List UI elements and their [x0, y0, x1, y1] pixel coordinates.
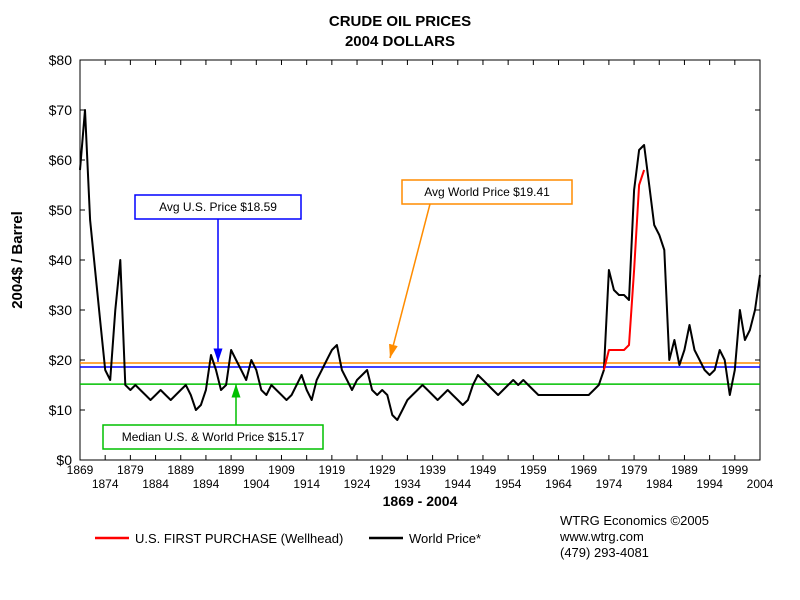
x-tick-label-major: 1979 [621, 463, 648, 477]
x-tick-label-minor: 1964 [545, 477, 572, 491]
x-tick-label-minor: 1974 [596, 477, 623, 491]
x-tick-label-major: 1909 [268, 463, 295, 477]
x-tick-label-minor: 1954 [495, 477, 522, 491]
chart-title-line1: CRUDE OIL PRICES [329, 13, 471, 30]
x-tick-label-major: 1869 [67, 463, 94, 477]
crude-oil-prices-chart: CRUDE OIL PRICES2004 DOLLARS$0$10$20$30$… [0, 0, 800, 600]
x-tick-label-major: 1959 [520, 463, 547, 477]
x-tick-label-minor: 1994 [696, 477, 723, 491]
legend-world-price-label: World Price* [409, 531, 481, 546]
x-tick-label-minor: 2004 [747, 477, 774, 491]
x-tick-label-minor: 1944 [444, 477, 471, 491]
x-tick-label-major: 1899 [218, 463, 245, 477]
y-tick-label: $60 [49, 152, 73, 168]
x-tick-label-minor: 1914 [293, 477, 320, 491]
x-tick-label-major: 1969 [570, 463, 597, 477]
x-tick-label-minor: 1894 [193, 477, 220, 491]
legend-us-first-purchase-label: U.S. FIRST PURCHASE (Wellhead) [135, 531, 343, 546]
y-tick-label: $70 [49, 102, 73, 118]
y-axis-label: 2004$ / Barrel [9, 211, 26, 309]
y-tick-label: $40 [49, 252, 73, 268]
x-tick-label-major: 1989 [671, 463, 698, 477]
y-tick-label: $50 [49, 202, 73, 218]
x-tick-label-minor: 1884 [142, 477, 169, 491]
y-tick-label: $30 [49, 302, 73, 318]
x-tick-label-major: 1999 [721, 463, 748, 477]
x-tick-label-major: 1949 [470, 463, 497, 477]
footer-line-1: www.wtrg.com [559, 529, 644, 544]
median-price-annotation-text: Median U.S. & World Price $15.17 [122, 430, 305, 444]
x-tick-label-major: 1879 [117, 463, 144, 477]
x-tick-label-major: 1929 [369, 463, 396, 477]
x-tick-label-minor: 1874 [92, 477, 119, 491]
x-tick-label-minor: 1934 [394, 477, 421, 491]
avg-world-price-annotation-text: Avg World Price $19.41 [424, 185, 550, 199]
footer-line-2: (479) 293-4081 [560, 545, 649, 560]
y-tick-label: $10 [49, 402, 73, 418]
y-tick-label: $20 [49, 352, 73, 368]
x-tick-label-minor: 1904 [243, 477, 270, 491]
footer-line-0: WTRG Economics ©2005 [560, 513, 709, 528]
x-axis-label: 1869 - 2004 [383, 493, 458, 509]
y-tick-label: $80 [49, 52, 73, 68]
x-tick-label-major: 1939 [419, 463, 446, 477]
x-tick-label-major: 1919 [319, 463, 346, 477]
x-tick-label-minor: 1924 [344, 477, 371, 491]
avg-us-price-annotation-text: Avg U.S. Price $18.59 [159, 200, 277, 214]
chart-title-line2: 2004 DOLLARS [345, 33, 455, 50]
x-tick-label-minor: 1984 [646, 477, 673, 491]
x-tick-label-major: 1889 [167, 463, 194, 477]
